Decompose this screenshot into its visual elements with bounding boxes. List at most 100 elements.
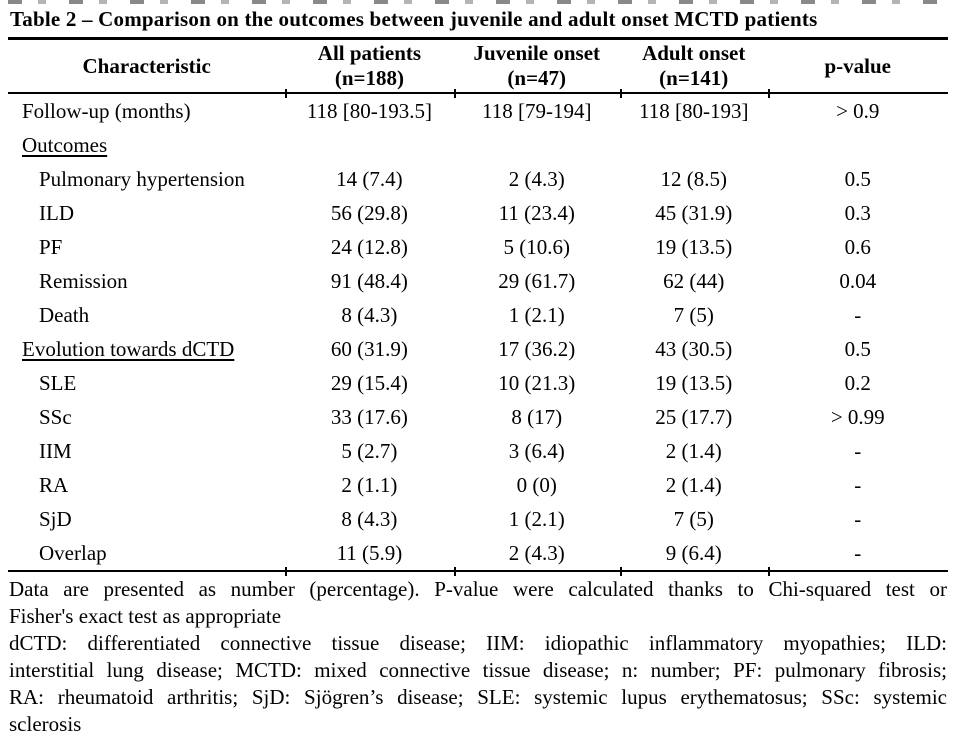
cell-value: > 0.9 — [836, 98, 880, 123]
cell-value: 1 (2.1) — [508, 302, 565, 327]
row-label: SLE — [39, 370, 77, 395]
cell-value: 118 [80-193.5] — [306, 98, 433, 123]
cell-value: 56 (29.8) — [330, 200, 408, 225]
table-row: Death 8 (4.3) 1 (2.1) 7 (5) - — [8, 298, 948, 332]
cell-value: - — [854, 438, 862, 463]
cell-value: 0.04 — [839, 268, 877, 293]
cell-value: 7 (5) — [673, 302, 714, 327]
footnote-line: Data are presented as number (percentage… — [9, 577, 947, 601]
cell-value: 5 (2.7) — [341, 438, 398, 463]
cell-value: 8 (17) — [511, 404, 563, 429]
footnote-line: interstitial lung disease; MCTD: mixed c… — [9, 658, 947, 682]
cell-value: 19 (13.5) — [655, 234, 733, 259]
cell-value: 62 (44) — [663, 268, 725, 293]
row-label: Death — [39, 302, 90, 327]
column-boundary-tick — [767, 567, 770, 576]
column-boundary-tick — [285, 567, 288, 576]
clipped-text-artifact — [8, 0, 948, 4]
cell-value: 0.5 — [844, 336, 871, 361]
row-label: Overlap — [39, 540, 107, 565]
column-boundary-tick — [767, 89, 770, 98]
cell-value: 3 (6.4) — [508, 438, 565, 463]
row-section-label: Outcomes — [22, 132, 108, 157]
cell-value: 0.6 — [844, 234, 871, 259]
cell-value: 12 (8.5) — [660, 166, 727, 191]
cell-value: 29 (61.7) — [498, 268, 576, 293]
cell-value: 7 (5) — [673, 506, 714, 531]
column-boundary-tick — [619, 89, 622, 98]
cell-value: 2 (4.3) — [508, 166, 565, 191]
cell-value: 11 (23.4) — [498, 200, 575, 225]
table-row: Follow-up (months) 118 [80-193.5] 118 [79-… — [8, 94, 948, 128]
cell-value: 2 (1.4) — [665, 438, 722, 463]
table-row: Overlap 11 (5.9) 2 (4.3) 9 (6.4) - — [8, 536, 948, 570]
cell-value: 9 (6.4) — [665, 540, 722, 565]
header-label: Juvenile onset — [473, 41, 601, 65]
cell-value: 43 (30.5) — [655, 336, 733, 361]
table-row: ILD 56 (29.8) 11 (23.4) 45 (31.9) 0.3 — [8, 196, 948, 230]
cell-value: 2 (1.4) — [665, 472, 722, 497]
cell-value: - — [854, 540, 862, 565]
table-row: Pulmonary hypertension 14 (7.4) 2 (4.3) 12 … — [8, 162, 948, 196]
row-label: ILD — [39, 200, 74, 225]
cell-value: 0.2 — [844, 370, 871, 395]
column-boundary-tick — [285, 89, 288, 98]
cell-value: 0.3 — [844, 200, 871, 225]
column-boundary-tick — [453, 567, 456, 576]
table-title: Table 2 – Comparison on the outcomes bet… — [8, 4, 948, 40]
header-label: Adult onset — [642, 41, 746, 65]
header-cell-juvenile-onset: Juvenile onset (n=47) — [454, 40, 620, 92]
table-body: Follow-up (months) 118 [80-193.5] 118 [79-… — [8, 94, 948, 570]
footnotes: Data are presented as number (percentage… — [8, 572, 948, 738]
cell-value: 0.5 — [844, 166, 871, 191]
cell-value: 25 (17.7) — [655, 404, 733, 429]
header-sublabel-n: (n=188) — [334, 66, 404, 90]
header-label: Characteristic — [82, 53, 211, 78]
header-cell-all-patients: All patients (n=188) — [285, 40, 453, 92]
row-label: SjD — [39, 506, 72, 531]
table-row: Remission 91 (48.4) 29 (61.7) 62 (44) 0.04 — [8, 264, 948, 298]
cell-value: - — [854, 472, 862, 497]
table-row: SjD 8 (4.3) 1 (2.1) 7 (5) - — [8, 502, 948, 536]
table-row: RA 2 (1.1) 0 (0) 2 (1.4) - — [8, 468, 948, 502]
table-row: Evolution towards dCTD 60 (31.9) 17 (36.2)… — [8, 332, 948, 366]
cell-value: 60 (31.9) — [330, 336, 408, 361]
header-sublabel-n: (n=47) — [507, 66, 567, 90]
table-row: SLE 29 (15.4) 10 (21.3) 19 (13.5) 0.2 — [8, 366, 948, 400]
table-row: PF 24 (12.8) 5 (10.6) 19 (13.5) 0.6 — [8, 230, 948, 264]
column-boundary-tick — [619, 567, 622, 576]
header-label: p-value — [824, 53, 891, 78]
row-label: Pulmonary hypertension — [39, 166, 245, 191]
cell-value: 5 (10.6) — [503, 234, 570, 259]
cell-value: 11 (5.9) — [336, 540, 403, 565]
cell-value: 118 [79-194] — [482, 98, 592, 123]
cell-value: 2 (4.3) — [508, 540, 565, 565]
header-cell-adult-onset: Adult onset (n=141) — [620, 40, 768, 92]
header-cell-p-value: p-value — [768, 40, 948, 92]
cell-value: 14 (7.4) — [336, 166, 403, 191]
cell-value: 2 (1.1) — [341, 472, 398, 497]
cell-value: 19 (13.5) — [655, 370, 733, 395]
cell-value: 8 (4.3) — [341, 506, 398, 531]
footnote-line: RA: rheumatoid arthritis; SjD: Sjögren’s… — [9, 685, 947, 709]
footer-divider-rule — [8, 567, 948, 576]
table-row: IIM 5 (2.7) 3 (6.4) 2 (1.4) - — [8, 434, 948, 468]
footnote-line: sclerosis — [9, 712, 82, 736]
cell-value: 1 (2.1) — [508, 506, 565, 531]
cell-value: - — [854, 506, 862, 531]
row-label: Follow-up (months) — [22, 98, 191, 123]
row-label: SSc — [39, 404, 72, 429]
cell-value: 8 (4.3) — [341, 302, 398, 327]
table-row: SSc 33 (17.6) 8 (17) 25 (17.7) > 0.99 — [8, 400, 948, 434]
row-label: Remission — [39, 268, 128, 293]
table-header-row: Characteristic All patients (n=188) Juve… — [8, 40, 948, 92]
header-label: All patients — [317, 41, 422, 65]
cell-value: 17 (36.2) — [498, 336, 576, 361]
cell-value: 10 (21.3) — [498, 370, 576, 395]
cell-value: 29 (15.4) — [330, 370, 408, 395]
cell-value: - — [854, 302, 862, 327]
header-cell-characteristic: Characteristic — [8, 40, 285, 92]
row-label: IIM — [39, 438, 72, 463]
footnote-line: dCTD: differentiated connective tissue d… — [9, 631, 947, 655]
cell-value: 118 [80-193] — [638, 98, 749, 123]
